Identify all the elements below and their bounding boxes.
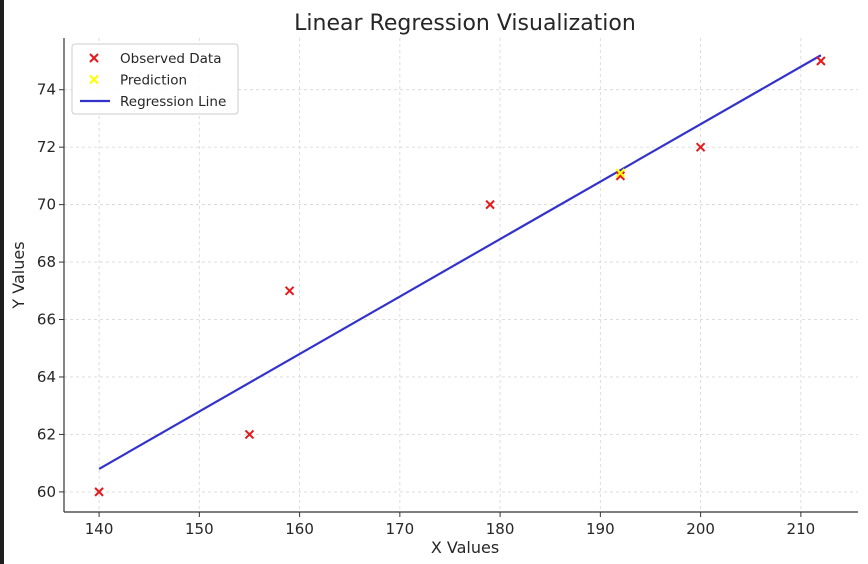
x-tick-label: 180 [486, 520, 515, 538]
observed-data-point-stroke [816, 56, 826, 66]
y-tick-label: 74 [37, 81, 56, 99]
observed-data-point-stroke [244, 429, 255, 440]
legend-marker-swatch-stroke [89, 53, 99, 63]
y-tick-label: 72 [37, 138, 56, 156]
x-tick-label: 210 [787, 520, 816, 538]
text-layer: 140 150 160 170 180 190 200 210 60 62 64 66 68 70 72 74… [9, 11, 815, 557]
y-tick-label: 70 [37, 196, 56, 214]
y-tick-label: 68 [37, 253, 56, 271]
observed-data-point [695, 142, 706, 152]
axes-layer [59, 38, 858, 517]
observed-data-point-stroke [94, 487, 104, 497]
x-tick-label: 170 [386, 520, 415, 538]
y-tick-label: 64 [37, 368, 56, 386]
observed-data-point [485, 199, 495, 210]
y-axis-label: Y Values [9, 241, 28, 309]
x-tick-label: 190 [586, 520, 615, 538]
data-layer [94, 54, 826, 497]
legend-entry-label: Regression Line [120, 94, 226, 110]
legend-marker-swatch [89, 53, 99, 63]
legend-entry-label: Prediction [120, 73, 187, 89]
observed-data-point [284, 286, 295, 296]
observed-data-point-stroke [615, 171, 626, 181]
legend: Observed Data Prediction Regression Line [71, 43, 239, 115]
observed-data-point [816, 56, 826, 66]
x-tick-label: 150 [185, 520, 214, 538]
x-tick-label: 160 [285, 520, 314, 538]
legend-entry-label: Observed Data [120, 51, 221, 67]
chart-figure: 140 150 160 170 180 190 200 210 60 62 64 66 68 70 72 74… [4, 0, 868, 564]
observed-data-point [94, 487, 104, 497]
observed-data-point [615, 171, 626, 181]
legend-marker-swatch [89, 74, 99, 85]
observed-data-point-stroke [284, 286, 295, 296]
x-axis-label: X Values [431, 538, 499, 557]
x-tick-label: 200 [686, 520, 715, 538]
y-tick-label: 62 [37, 425, 56, 443]
chart-svg: 140 150 160 170 180 190 200 210 60 62 64 66 68 70 72 74… [9, 11, 858, 557]
observed-data-point-stroke [485, 199, 495, 210]
y-tick-label: 60 [37, 483, 56, 501]
chart-title: Linear Regression Visualization [294, 11, 636, 36]
regression-line [98, 54, 822, 470]
y-tick-label: 66 [37, 311, 56, 329]
prediction-point [615, 168, 626, 178]
prediction-point-stroke [615, 168, 626, 178]
observed-data-point [244, 429, 255, 440]
legend-box [71, 43, 239, 115]
x-tick-label: 140 [85, 520, 114, 538]
observed-data-point-stroke [695, 142, 706, 152]
legend-marker-swatch-stroke [89, 74, 99, 85]
